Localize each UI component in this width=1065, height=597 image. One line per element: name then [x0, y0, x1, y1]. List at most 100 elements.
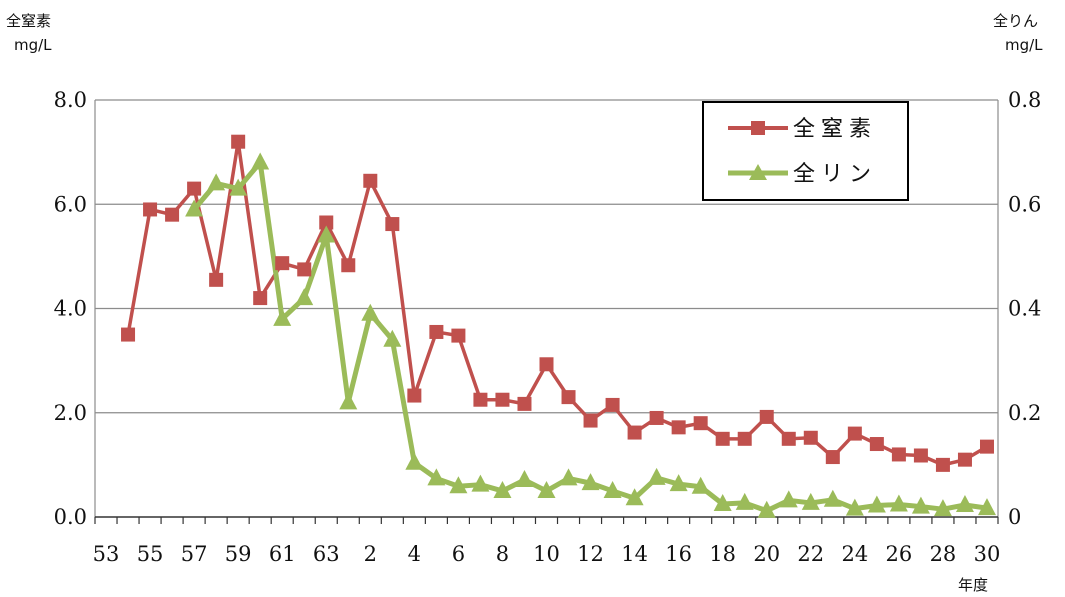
legend: 全窒素 全リン [702, 101, 909, 201]
nitrogen-point [319, 215, 334, 230]
x-tick-label: 16 [665, 542, 692, 566]
x-tick-label: 20 [753, 542, 780, 566]
phosphorus-point [757, 500, 776, 518]
legend-box [702, 101, 909, 201]
x-tick-label: 6 [452, 542, 465, 566]
phosphorus-point [779, 490, 798, 508]
nitrogen-point [407, 388, 422, 403]
phosphorus-point [845, 498, 864, 516]
x-tick-label: 30 [974, 542, 1001, 566]
nitrogen-point [429, 324, 444, 339]
markers [121, 134, 996, 518]
phosphorus-point [185, 199, 204, 217]
nitrogen-point [187, 181, 202, 196]
phosphorus-point [581, 473, 600, 491]
phosphorus-point [339, 392, 358, 410]
nitrogen-point [583, 413, 598, 428]
nitrogen-point [539, 357, 554, 372]
nitrogen-point [737, 431, 752, 446]
phosphorus-point [361, 303, 380, 321]
legend-label-phosphorus: 全リン [793, 162, 877, 187]
phosphorus-point [317, 225, 336, 243]
nitrogen-point [495, 392, 510, 407]
x-tick-label: 14 [621, 542, 648, 566]
nitrogen-point [803, 430, 818, 445]
nitrogen-point [605, 397, 620, 412]
phosphorus-point [867, 495, 886, 513]
nitrogen-point [957, 452, 972, 467]
phosphorus-point [471, 474, 490, 492]
y-right-tick-label: 0 [1008, 505, 1021, 529]
nitrogen-point [253, 291, 268, 306]
phosphorus-point [229, 178, 248, 196]
phosphorus-point [823, 489, 842, 507]
left-axis-unit: mg/L [14, 36, 52, 54]
y-left-tick-label: 4.0 [54, 297, 87, 321]
phosphorus-point [493, 480, 512, 498]
phosphorus-point [911, 496, 930, 514]
series-line-nitrogen [126, 139, 988, 467]
legend-marker-phosphorus [749, 164, 767, 180]
phosphorus-point [603, 480, 622, 498]
phosphorus-point [273, 308, 292, 326]
phosphorus-point [515, 469, 534, 487]
nitrogen-point [363, 173, 378, 188]
phosphorus-point [405, 452, 424, 470]
x-tick-label: 12 [577, 542, 604, 566]
y-right-tick-label: 0.2 [1008, 401, 1041, 425]
x-tick-label: 59 [225, 542, 252, 566]
y-left-tick-label: 0.0 [54, 505, 87, 529]
nitrogen-point [297, 262, 312, 277]
nitrogen-point [671, 420, 686, 435]
x-tick-label: 4 [408, 542, 421, 566]
nitrogen-point [825, 450, 840, 465]
x-tick-label: 57 [181, 542, 208, 566]
nitrogen-point [561, 390, 576, 405]
x-tick-label: 24 [841, 542, 868, 566]
phosphorus-point [713, 493, 732, 511]
phosphorus-point [559, 468, 578, 486]
x-tick-label: 55 [137, 542, 164, 566]
tick-labels: 0.0 02.0 0.24.0 0.46.0 0.68.0 0.853 55 57 59 61 63… [54, 88, 1042, 566]
phosphorus-point [537, 480, 556, 498]
x-tick-label: 2 [364, 542, 377, 566]
axes [94, 100, 999, 524]
phosphorus-point [427, 468, 446, 486]
phosphorus-point [889, 494, 908, 512]
nitrogen-point [913, 448, 928, 463]
x-tick-label: 18 [709, 542, 736, 566]
nitrogen-point [385, 217, 400, 232]
nitrogen-point [627, 425, 642, 440]
nitrogen-point [143, 202, 158, 217]
phosphorus-point [977, 498, 996, 516]
nitrogen-point [209, 272, 224, 287]
x-tick-label: 28 [930, 542, 957, 566]
nitrogen-point [231, 134, 246, 149]
phosphorus-point [251, 152, 270, 170]
x-tick-label: 26 [886, 542, 913, 566]
phosphorus-point [735, 492, 754, 510]
phosphorus-point [449, 476, 468, 494]
x-tick-label: 8 [496, 542, 509, 566]
phosphorus-point [295, 288, 314, 306]
nitrogen-point [275, 256, 290, 271]
nitrogen-point [847, 426, 862, 441]
nitrogen-point [451, 328, 466, 343]
nitrogen-point [715, 431, 730, 446]
y-right-tick-label: 0.6 [1008, 192, 1041, 216]
nitrogen-point [121, 327, 136, 342]
nitrogen-point [341, 258, 356, 273]
x-axis-unit: 年度 [958, 576, 988, 594]
legend-marker-nitrogen [751, 121, 765, 135]
y-right-tick-label: 0.4 [1008, 297, 1041, 321]
nitrogen-point [693, 416, 708, 431]
nitrogen-point [649, 410, 664, 425]
nitrogen-point [165, 207, 180, 222]
left-axis-title: 全窒素 [6, 12, 51, 30]
y-left-tick-label: 2.0 [54, 401, 87, 425]
right-axis-unit: mg/L [1005, 36, 1043, 54]
y-left-tick-label: 6.0 [54, 192, 87, 216]
phosphorus-point [383, 329, 402, 347]
x-tick-label: 53 [93, 542, 120, 566]
